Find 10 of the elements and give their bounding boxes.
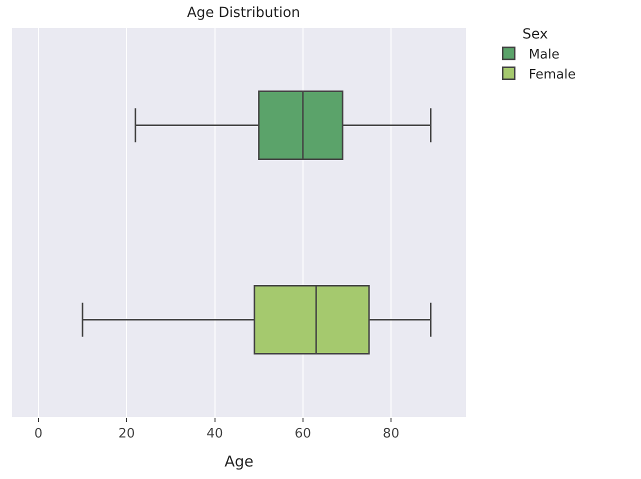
x-tick-label: 80 (382, 426, 400, 442)
x-tick-label: 0 (34, 426, 43, 442)
x-axis-title: Age (224, 452, 254, 471)
legend-label: Female (528, 67, 576, 82)
legend-title: Sex (522, 26, 548, 42)
x-tick-label: 60 (294, 426, 312, 442)
chart-title: Age Distribution (186, 4, 300, 21)
x-tick-label: 20 (118, 426, 135, 442)
x-tick-label: 40 (206, 426, 224, 442)
legend-label: Male (528, 47, 560, 62)
